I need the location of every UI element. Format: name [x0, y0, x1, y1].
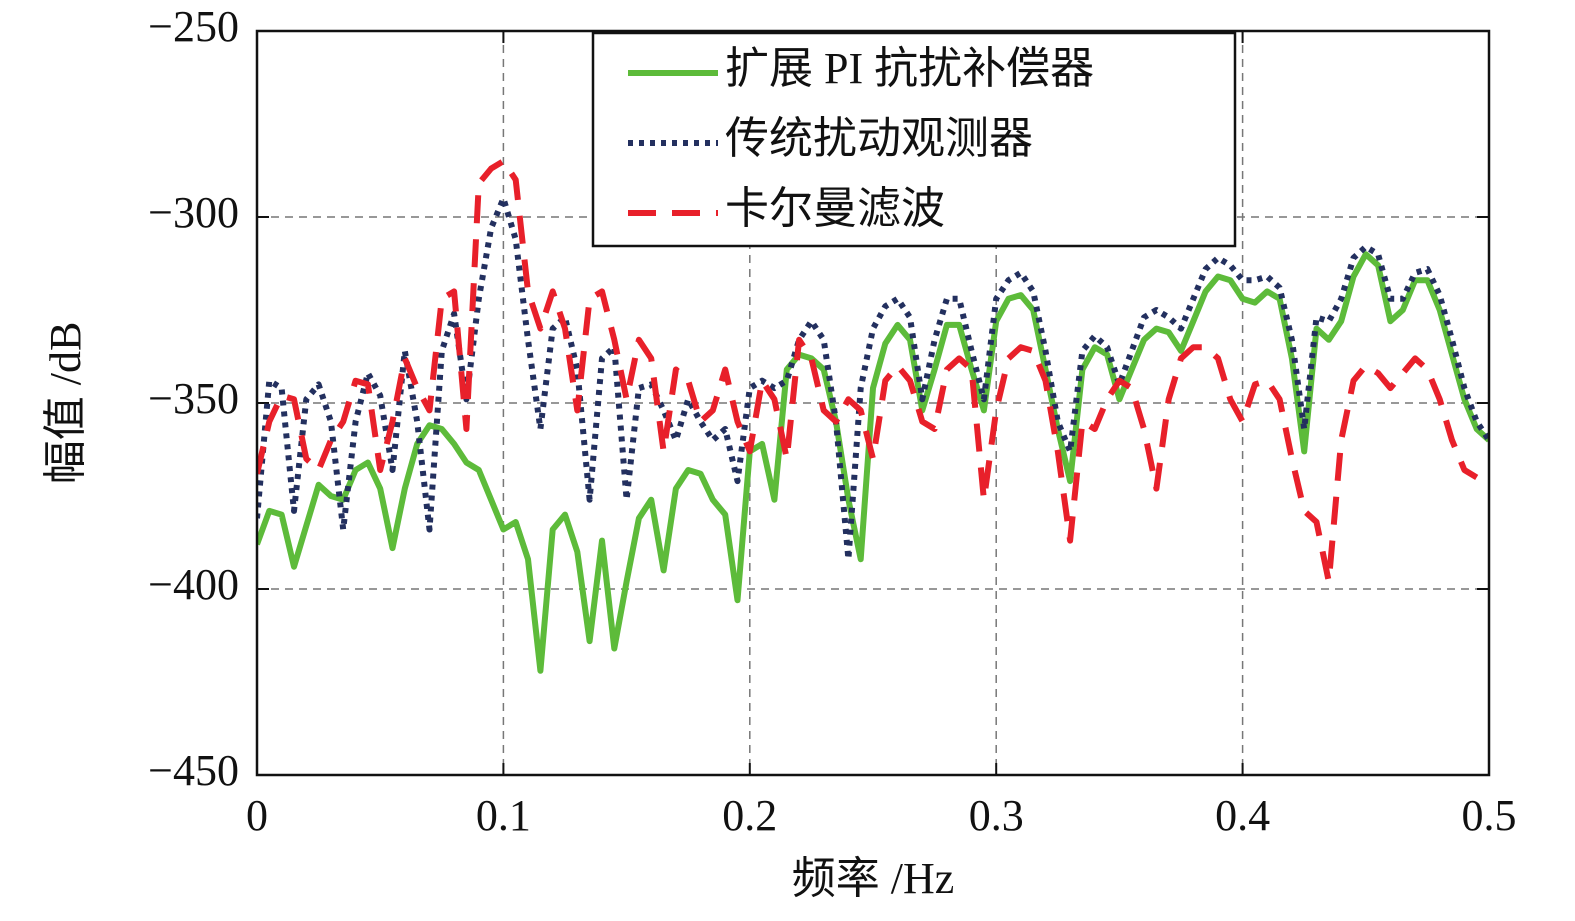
x-tick-label: 0.4: [1215, 791, 1270, 840]
x-tick-label: 0: [246, 791, 268, 840]
y-tick-label: −300: [148, 188, 239, 237]
y-tick-label: −400: [148, 560, 239, 609]
legend-label: 扩展 PI 抗扰补偿器: [725, 44, 1094, 93]
x-tick-label: 0.2: [722, 791, 777, 840]
legend-label: 卡尔曼滤波: [725, 184, 945, 233]
x-tick-label: 0.5: [1462, 791, 1517, 840]
series-line: [257, 251, 1489, 674]
x-axis-label: 频率 /Hz: [792, 854, 955, 903]
plot-frame: [255, 29, 1491, 777]
series-line: [257, 158, 1479, 585]
y-tick-label: −350: [148, 374, 239, 423]
x-tick-label: 0.1: [476, 791, 531, 840]
legend-label: 传统扰动观测器: [725, 114, 1033, 163]
series-line: [257, 195, 1489, 563]
y-axis-label: 幅值 /dB: [41, 322, 90, 485]
y-tick-label: −450: [148, 746, 239, 795]
y-tick-label: −250: [148, 2, 239, 51]
x-tick-label: 0.3: [969, 791, 1024, 840]
